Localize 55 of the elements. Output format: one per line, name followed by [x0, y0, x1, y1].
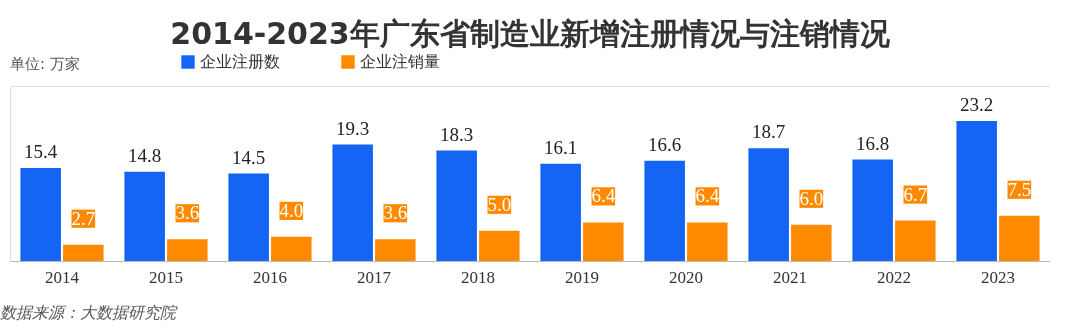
data-label: 18.3 [440, 123, 474, 145]
data-label: 16.1 [544, 136, 578, 158]
bar [124, 171, 165, 261]
x-tick-label: 2023 [981, 267, 1015, 287]
chart-title: 2014-2023年广东省制造业新增注册情况与注销情况 [170, 16, 891, 51]
bar [999, 215, 1040, 261]
x-tick-label: 2021 [773, 267, 807, 287]
bar [852, 159, 893, 261]
bar [332, 144, 373, 261]
data-label: 6.7 [903, 183, 928, 205]
bar [20, 168, 61, 261]
x-tick-label: 2015 [149, 267, 183, 287]
bar [791, 224, 832, 261]
bar [63, 244, 104, 261]
data-label: 18.7 [752, 121, 786, 143]
bar [748, 148, 789, 261]
x-tick-label: 2016 [253, 267, 287, 287]
data-label: 4.0 [279, 199, 304, 221]
bar [583, 222, 624, 261]
bar [895, 220, 936, 261]
data-label: 19.3 [336, 117, 370, 139]
data-label: 14.8 [128, 144, 162, 166]
bar [375, 239, 416, 261]
bar [956, 121, 997, 261]
bar [271, 236, 312, 261]
legend-label: 企业注销量 [360, 52, 440, 71]
bar [479, 230, 520, 261]
data-label: 5.0 [487, 193, 512, 215]
legend-label: 企业注册数 [200, 52, 280, 71]
data-label: 6.4 [591, 185, 616, 207]
chart-subtitle: 单位: 万家 [10, 55, 80, 73]
data-label: 14.5 [232, 146, 266, 168]
bar [436, 150, 477, 261]
data-label: 23.2 [960, 94, 994, 115]
data-label: 16.6 [648, 133, 682, 155]
data-label: 3.6 [175, 202, 200, 224]
bar [228, 173, 269, 261]
x-tick-label: 2022 [877, 267, 911, 287]
data-label: 3.6 [383, 202, 408, 224]
x-tick-label: 2014 [45, 267, 80, 287]
x-tick-label: 2019 [565, 267, 599, 287]
bar [540, 163, 581, 261]
data-label: 6.4 [695, 185, 720, 207]
data-label: 6.0 [799, 187, 824, 209]
x-tick-label: 2020 [669, 267, 703, 287]
data-label: 7.5 [1007, 178, 1032, 200]
data-label: 2.7 [71, 207, 96, 229]
data-label: 15.4 [24, 141, 58, 163]
source-note: 数据来源：大数据研究院 [0, 303, 178, 322]
bar [687, 222, 728, 261]
x-tick-label: 2017 [357, 267, 392, 287]
x-tick-label: 2018 [461, 267, 495, 287]
data-label: 16.8 [856, 132, 890, 154]
bar [644, 160, 685, 261]
bar [167, 239, 208, 261]
